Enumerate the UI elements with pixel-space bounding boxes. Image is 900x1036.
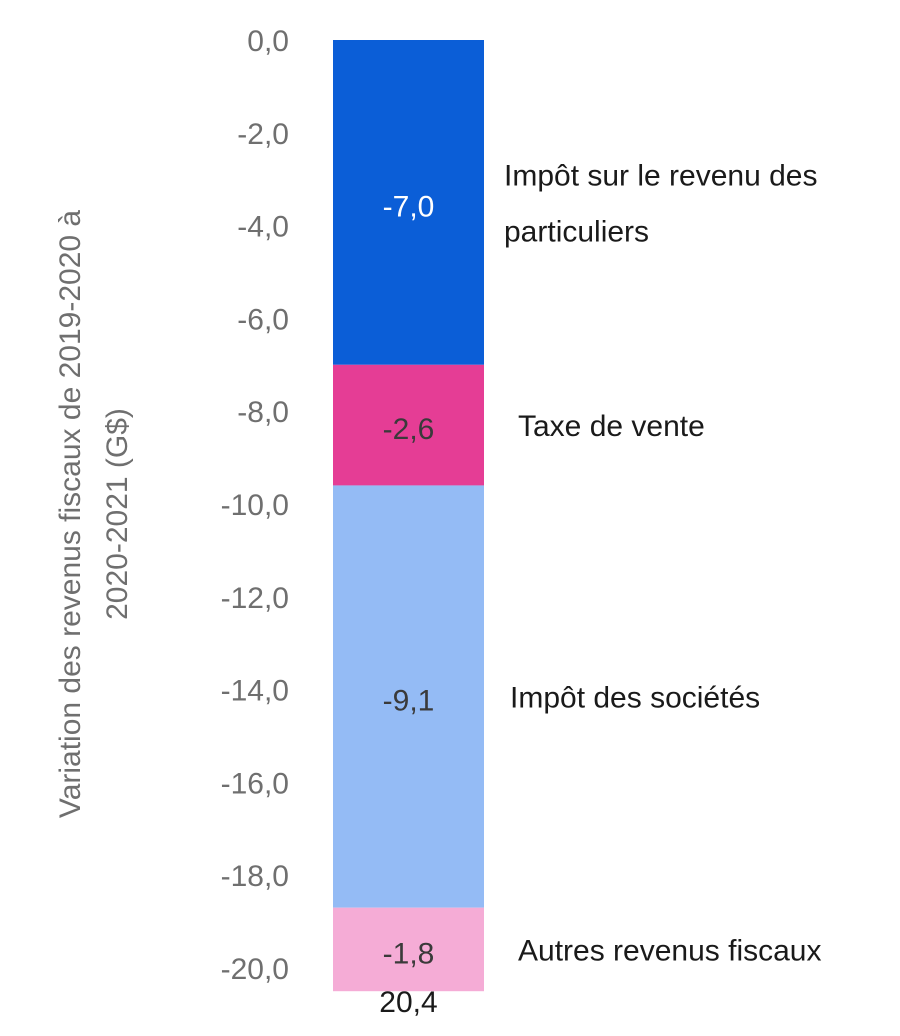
y-tick-label: -20,0 [221, 953, 289, 986]
segment-value-label: -1,8 [383, 937, 435, 970]
bar-segment [333, 485, 484, 908]
bar-segments [333, 40, 484, 992]
segment-value-labels: -7,0 -2,6 -9,1 -1,8 [383, 190, 435, 970]
y-tick-label: -10,0 [221, 489, 289, 522]
y-tick-label: -4,0 [237, 211, 289, 244]
x-category-label: 20,4 [379, 986, 437, 1019]
series-label: Impôt sur le revenu des particuliers [504, 159, 818, 248]
segment-value-label: -9,1 [383, 685, 435, 718]
y-tick-label: -18,0 [221, 860, 289, 893]
bar-segment [333, 364, 484, 486]
y-axis-ticks: 0,0 -2,0 -4,0 -6,0 -8,0 -10,0 -12,0 -14,0 -16,0 -… [221, 25, 289, 986]
series-label: Taxe de vente [518, 410, 705, 443]
y-axis-title-line: 2020-2021 (G$) [101, 408, 134, 620]
y-axis-title-line: Variation des revenus fiscaux de 2019-20… [54, 210, 87, 818]
y-axis-title: Variation des revenus fiscaux de 2019-20… [54, 210, 134, 818]
bar-segment [333, 907, 484, 992]
bar-segment [333, 40, 484, 365]
segment-value-label: -7,0 [383, 190, 435, 223]
y-tick-label: -8,0 [237, 396, 289, 429]
y-tick-label: -12,0 [221, 582, 289, 615]
series-label: Autres revenus fiscaux [518, 934, 821, 967]
y-tick-label: -6,0 [237, 303, 289, 336]
segment-value-label: -2,6 [383, 413, 435, 446]
y-tick-label: 0,0 [247, 25, 289, 58]
x-axis-categories: 20,4 [379, 986, 437, 1019]
series-labels: Impôt sur le revenu des particuliers Taxe … [504, 159, 821, 967]
y-tick-label: -14,0 [221, 675, 289, 708]
series-label: Impôt des sociétés [510, 682, 760, 715]
y-tick-label: -16,0 [221, 767, 289, 800]
y-tick-label: -2,0 [237, 118, 289, 151]
